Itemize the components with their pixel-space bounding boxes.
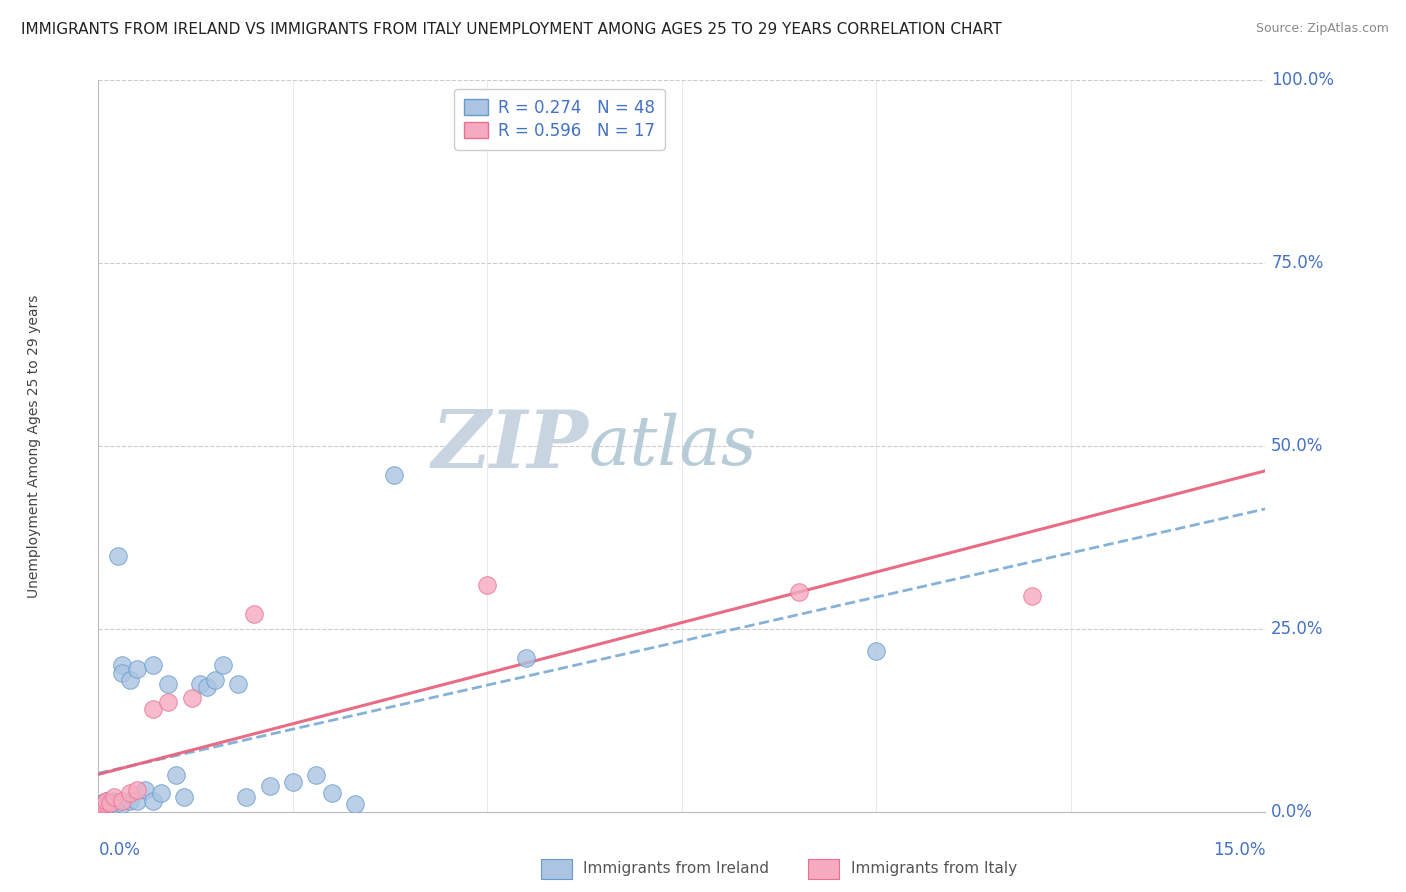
Point <box>100 797 122 812</box>
Text: Immigrants from Ireland: Immigrants from Ireland <box>583 862 769 876</box>
Point <box>787 585 810 599</box>
Point <box>344 797 367 812</box>
Text: atlas: atlas <box>589 413 756 479</box>
Point <box>104 797 127 812</box>
Point <box>204 673 226 687</box>
Text: ZIP: ZIP <box>432 408 589 484</box>
Point <box>89 801 111 815</box>
Point <box>865 644 887 658</box>
Text: Source: ZipAtlas.com: Source: ZipAtlas.com <box>1256 22 1389 36</box>
Text: 25.0%: 25.0% <box>1271 620 1323 638</box>
Point <box>180 691 202 706</box>
Point <box>165 768 187 782</box>
Point <box>96 794 118 808</box>
Text: Unemployment Among Ages 25 to 29 years: Unemployment Among Ages 25 to 29 years <box>27 294 41 598</box>
Point <box>142 702 165 716</box>
Point <box>127 662 149 676</box>
Point <box>142 658 165 673</box>
Point <box>91 797 114 812</box>
Point <box>96 801 118 815</box>
Point <box>97 798 120 813</box>
Point <box>89 801 111 815</box>
Text: 0.0%: 0.0% <box>1271 803 1313 821</box>
Point <box>127 782 149 797</box>
Text: 15.0%: 15.0% <box>1213 841 1265 859</box>
Point <box>97 797 120 812</box>
Point <box>93 798 115 813</box>
Point <box>235 790 257 805</box>
Point <box>103 794 125 808</box>
Point <box>111 794 134 808</box>
Point <box>212 658 235 673</box>
Point <box>107 549 129 563</box>
Point <box>90 798 112 813</box>
Point <box>477 578 499 592</box>
Point <box>195 681 218 695</box>
Text: 100.0%: 100.0% <box>1271 71 1334 89</box>
Point <box>118 787 141 801</box>
Point <box>98 800 121 814</box>
Point <box>91 796 114 810</box>
Point <box>90 798 112 813</box>
Text: 75.0%: 75.0% <box>1271 254 1323 272</box>
Point <box>100 798 122 813</box>
Point <box>98 796 121 810</box>
Point <box>382 468 405 483</box>
Point <box>111 797 134 812</box>
Point <box>111 665 134 680</box>
Point <box>96 794 118 808</box>
Point <box>118 673 141 687</box>
Point <box>103 798 125 813</box>
Point <box>127 794 149 808</box>
Point <box>93 797 115 812</box>
Point <box>259 779 281 793</box>
Text: 0.0%: 0.0% <box>98 841 141 859</box>
Point <box>188 676 211 690</box>
Point <box>157 695 180 709</box>
Point <box>515 651 537 665</box>
Point <box>321 787 343 801</box>
Point <box>228 676 250 690</box>
Point <box>281 775 304 789</box>
Point <box>118 794 141 808</box>
Point <box>243 607 266 622</box>
Point <box>1021 589 1043 603</box>
Point <box>103 790 125 805</box>
Point <box>305 768 328 782</box>
Point <box>173 790 195 805</box>
Text: 50.0%: 50.0% <box>1271 437 1323 455</box>
Text: Immigrants from Italy: Immigrants from Italy <box>851 862 1017 876</box>
Point <box>111 658 134 673</box>
Point <box>91 800 114 814</box>
Point <box>149 787 172 801</box>
Point <box>101 796 124 810</box>
Point <box>90 797 112 812</box>
Point <box>98 796 121 810</box>
Point <box>157 676 180 690</box>
Text: IMMIGRANTS FROM IRELAND VS IMMIGRANTS FROM ITALY UNEMPLOYMENT AMONG AGES 25 TO 2: IMMIGRANTS FROM IRELAND VS IMMIGRANTS FR… <box>21 22 1002 37</box>
Point <box>134 782 156 797</box>
Point <box>142 794 165 808</box>
Legend: R = 0.274   N = 48, R = 0.596   N = 17: R = 0.274 N = 48, R = 0.596 N = 17 <box>454 88 665 150</box>
Point <box>93 796 115 810</box>
